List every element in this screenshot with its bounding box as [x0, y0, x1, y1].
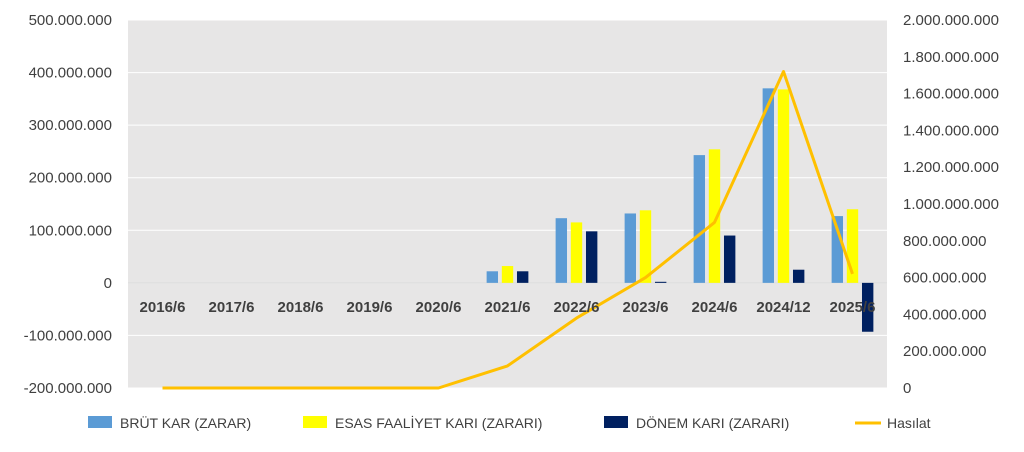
right-tick-label: 600.000.000	[903, 270, 986, 287]
bar	[831, 216, 844, 283]
legend-label: Hasılat	[887, 415, 931, 431]
legend-swatch	[88, 416, 112, 428]
right-tick-label: 1.800.000.000	[903, 49, 999, 66]
bar	[861, 282, 874, 332]
category-label: 2016/6	[140, 299, 186, 316]
left-tick-label: 100.000.000	[29, 222, 112, 239]
category-label: 2017/6	[209, 299, 255, 316]
bar	[777, 89, 790, 283]
bar	[693, 155, 706, 283]
legend-label: DÖNEM KARI (ZARARI)	[636, 414, 789, 431]
left-tick-label: 400.000.000	[29, 65, 112, 82]
right-tick-label: 200.000.000	[903, 343, 986, 360]
legend-swatch	[604, 416, 628, 428]
left-tick-label: 500.000.000	[29, 12, 112, 29]
left-tick-label: 200.000.000	[29, 170, 112, 187]
category-label: 2020/6	[416, 299, 462, 316]
category-label: 2023/6	[623, 299, 669, 316]
bar	[708, 149, 721, 283]
bar	[639, 210, 652, 283]
right-tick-label: 400.000.000	[903, 306, 986, 323]
gridlines	[128, 19, 887, 389]
bar	[792, 269, 805, 283]
left-tick-label: 300.000.000	[29, 117, 112, 134]
category-label: 2021/6	[485, 299, 531, 316]
legend-swatch	[303, 416, 327, 428]
bar	[585, 231, 598, 283]
legend-label: BRÜT KAR (ZARAR)	[120, 414, 251, 431]
right-tick-label: 1.000.000.000	[903, 196, 999, 213]
bar	[555, 218, 568, 283]
bar	[846, 209, 859, 283]
left-tick-label: 0	[104, 275, 112, 292]
bar	[654, 281, 667, 283]
left-tick-label: -200.000.000	[24, 380, 112, 397]
line-group	[162, 70, 854, 390]
revenue-line	[162, 70, 854, 390]
right-tick-label: 800.000.000	[903, 233, 986, 250]
right-tick-label: 0	[903, 380, 911, 397]
category-label: 2018/6	[278, 299, 324, 316]
bar	[624, 213, 637, 283]
left-axis: -200.000.000 -100.000.000 0 100.000.000 200.…	[24, 12, 112, 397]
category-label: 2019/6	[347, 299, 393, 316]
bar	[570, 222, 583, 283]
category-label: 2024/12	[756, 299, 810, 316]
legend-label: ESAS FAALİYET KARI (ZARARI)	[335, 414, 542, 431]
category-axis: 2016/6 2017/6 2018/6 2019/6 2020/6 2021/6 2022…	[140, 299, 876, 316]
right-axis: 0 200.000.000 400.000.000 600.000.000 800.00…	[903, 12, 999, 397]
legend: BRÜT KAR (ZARAR) ESAS FAALİYET KARI (ZARA…	[88, 414, 931, 431]
bars-group	[486, 88, 874, 332]
plot-area	[128, 20, 887, 388]
bar	[501, 266, 514, 283]
right-tick-label: 2.000.000.000	[903, 12, 999, 29]
bar	[762, 88, 775, 283]
right-tick-label: 1.400.000.000	[903, 122, 999, 139]
bar	[723, 235, 736, 283]
right-tick-label: 1.600.000.000	[903, 86, 999, 103]
bar	[486, 271, 499, 283]
category-label: 2024/6	[692, 299, 738, 316]
category-label: 2025/6	[830, 299, 876, 316]
category-label: 2022/6	[554, 299, 600, 316]
right-tick-label: 1.200.000.000	[903, 159, 999, 176]
bar	[516, 271, 529, 283]
left-tick-label: -100.000.000	[24, 327, 112, 344]
